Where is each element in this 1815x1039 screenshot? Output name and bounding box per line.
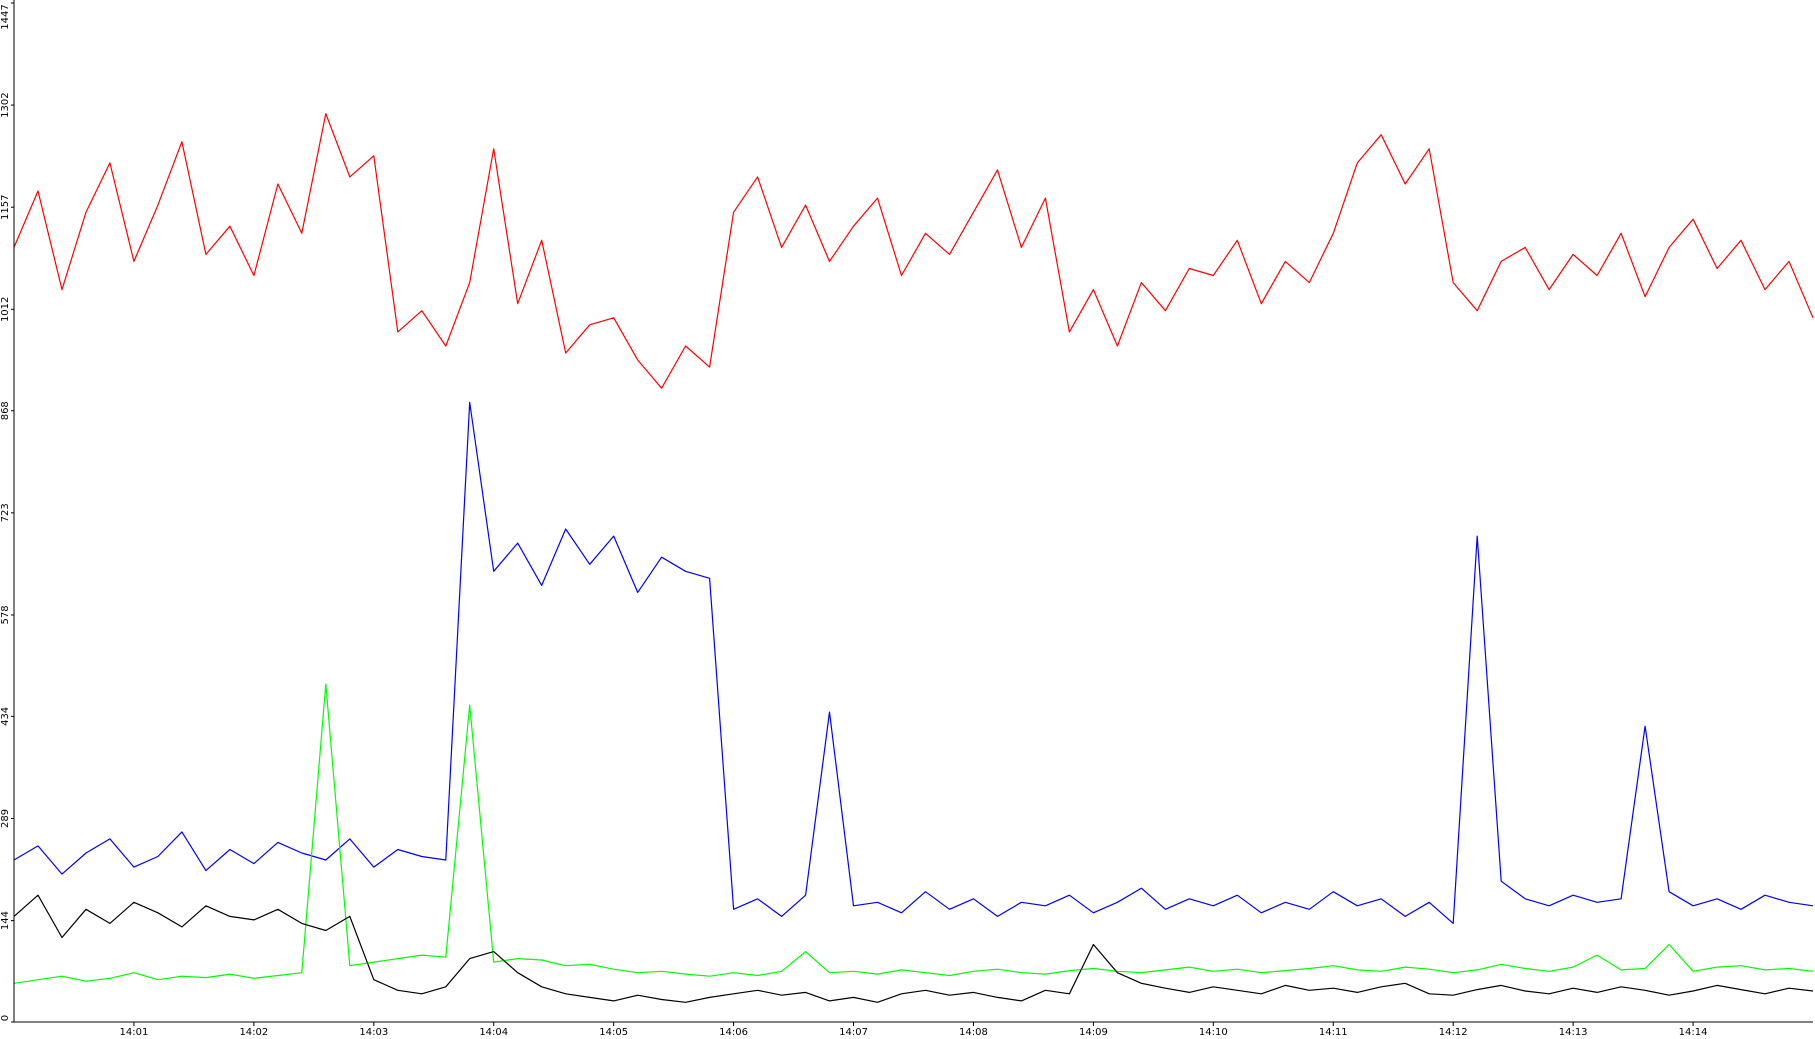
x-tick-label: 14:02 [239,1027,268,1038]
y-tick-label: 144 [0,911,11,930]
x-tick-label: 14:06 [719,1027,748,1038]
x-tick-label: 14:12 [1439,1027,1468,1038]
x-tick-label: 14:04 [479,1027,508,1038]
y-tick-label: 1157 [0,194,11,219]
x-tick-label: 14:07 [839,1027,868,1038]
series-line [13,683,1814,984]
x-tick-label: 14:10 [1199,1027,1228,1038]
x-tick-label: 14:13 [1559,1027,1588,1038]
x-tick-label: 14:14 [1679,1027,1708,1038]
y-tick-label: 1302 [0,92,11,117]
x-tick-label: 14:08 [959,1027,988,1038]
x-tick-label: 14:03 [359,1027,388,1038]
x-tick-label: 14:09 [1079,1027,1108,1038]
x-tick-label: 14:11 [1319,1027,1348,1038]
y-tick-label: 868 [0,401,11,420]
series-line [13,401,1814,924]
y-tick-label: 723 [0,503,11,522]
y-tick-label: 1447 [0,4,11,29]
series-line [13,894,1814,1003]
y-tick-label: 1012 [0,297,11,322]
x-tick-label: 14:01 [120,1027,149,1038]
y-tick-label: 0 [0,1015,11,1021]
y-tick-label: 289 [0,809,11,828]
y-tick-label: 578 [0,605,11,624]
series-line [13,113,1814,389]
x-tick-label: 14:05 [599,1027,628,1038]
y-tick-label: 434 [0,707,11,726]
